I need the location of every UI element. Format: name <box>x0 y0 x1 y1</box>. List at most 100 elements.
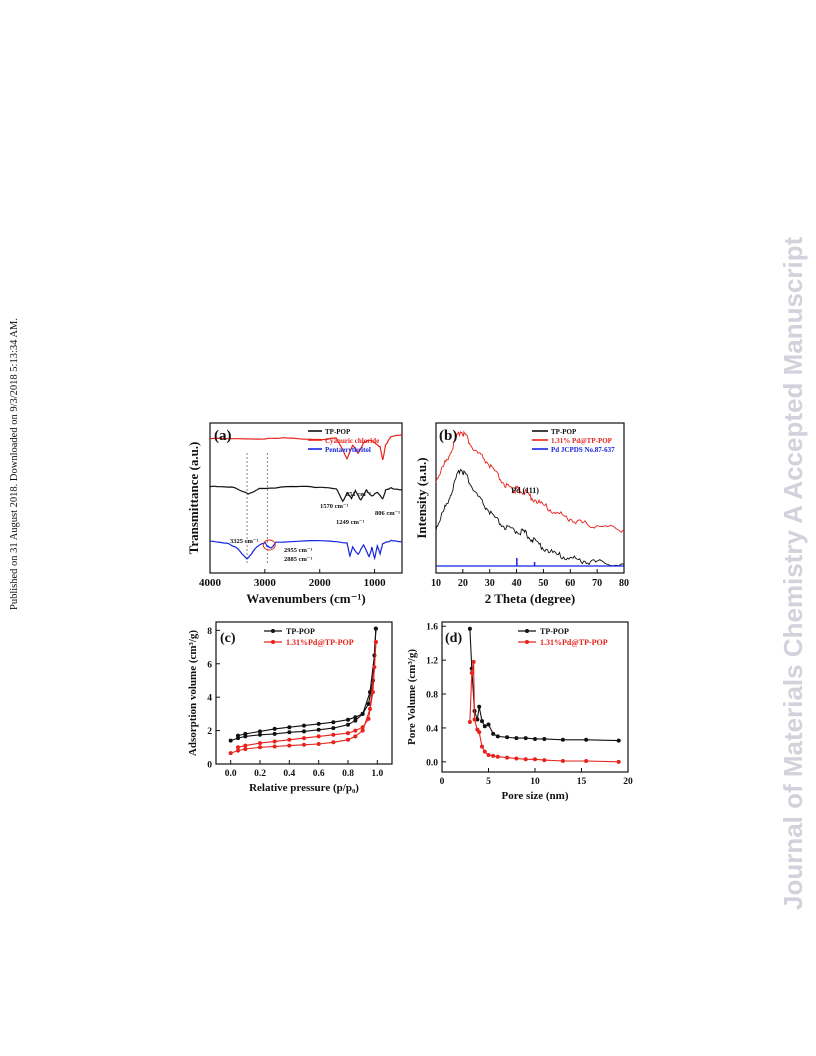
plot-frame <box>215 621 393 765</box>
data-point <box>514 736 519 741</box>
data-point <box>542 736 547 741</box>
figure-panel-b: 10 20 30 40 50 60 70 80 2 Theta (degree) Intensit… <box>412 418 636 610</box>
y-tick-label: 2 <box>207 727 212 737</box>
peak-annotation: Pd (111) <box>511 486 539 495</box>
data-point <box>272 739 277 744</box>
data-point <box>373 640 378 645</box>
data-point <box>243 743 248 748</box>
data-point <box>316 741 321 746</box>
y-tick-label: 1.2 <box>426 657 438 667</box>
y-axis-label: Pore Volume (cm³/g) <box>406 649 418 745</box>
legend-marker <box>525 640 529 644</box>
legend-label: TP-POP <box>325 428 351 436</box>
data-point <box>491 731 496 736</box>
data-point <box>258 741 262 746</box>
x-tick-label: 10 <box>530 777 540 787</box>
x-axis-label: Pore size (nm) <box>502 790 569 802</box>
series-line-1 <box>435 430 625 533</box>
x-tick-label: 2000 <box>309 577 332 589</box>
x-tick-label: 4000 <box>199 577 222 589</box>
y-axis-label: Adsorption volume (cm³/g) <box>187 630 199 756</box>
data-point <box>542 758 547 763</box>
peak-annotation: 3325 cm⁻¹ <box>230 538 258 545</box>
data-point <box>475 717 480 722</box>
peak-annotation: 851 cm⁻¹ <box>346 491 371 498</box>
data-point <box>523 736 528 741</box>
data-point <box>258 732 262 737</box>
peak-annotation: 1249 cm⁻¹ <box>336 519 364 526</box>
data-point <box>373 626 378 631</box>
data-point <box>287 737 292 742</box>
data-point <box>533 757 537 762</box>
figure-panel-c: 0.0 0.2 0.4 0.6 0.8 1.0 0 2 4 6 8 Relative pressure… <box>180 614 412 804</box>
data-point <box>469 670 474 675</box>
data-point <box>272 744 277 749</box>
data-point <box>331 720 336 725</box>
x-tick-label: 0.4 <box>283 769 295 779</box>
y-tick-label: 4 <box>207 694 212 704</box>
data-point <box>331 740 336 745</box>
data-point <box>584 737 589 742</box>
data-point <box>533 736 537 741</box>
legend-marker <box>525 629 529 633</box>
data-point <box>472 717 477 722</box>
data-point <box>467 720 472 724</box>
panel-label: (b) <box>439 428 457 444</box>
y-tick-label: 6 <box>207 660 212 670</box>
data-point <box>272 726 277 731</box>
x-tick-label: 80 <box>619 578 629 589</box>
data-point <box>560 758 565 763</box>
y-tick-label: 0.0 <box>426 758 438 768</box>
x-tick-label: 0.2 <box>254 769 266 779</box>
data-point <box>471 659 476 664</box>
panel-label: (a) <box>214 428 232 444</box>
data-point <box>258 729 262 734</box>
data-point <box>584 758 589 763</box>
data-point <box>482 749 487 754</box>
data-point <box>505 735 510 740</box>
panel-label: (d) <box>445 631 462 646</box>
x-tick-label: 0.0 <box>225 769 237 779</box>
x-tick-label: 50 <box>538 578 548 589</box>
legend-label: Cyanuric chloride <box>325 437 379 445</box>
peak-circle <box>262 539 276 551</box>
series-line-0 <box>209 485 403 503</box>
data-point <box>514 756 519 761</box>
y-tick-label: 0.8 <box>426 691 438 701</box>
x-tick-label: 0.8 <box>342 769 354 779</box>
x-tick-label: 60 <box>565 578 575 589</box>
data-point <box>491 753 496 758</box>
y-tick-label: 0 <box>207 761 212 771</box>
data-point <box>560 737 565 742</box>
x-tick-label: 10 <box>431 578 441 589</box>
y-tick-label: 8 <box>207 627 212 637</box>
legend-label: TP-POP <box>286 627 315 636</box>
data-point <box>346 737 350 742</box>
data-point <box>505 755 510 760</box>
x-tick-label: 1.0 <box>371 769 383 779</box>
legend-label: 1.31%Pd@TP-POP <box>286 638 354 647</box>
plot-frame <box>209 422 403 574</box>
x-axis-label: Relative pressure (p/p₀) <box>249 782 359 794</box>
legend-label: TP-POP <box>551 428 577 436</box>
data-point <box>346 722 350 727</box>
series-line-1 <box>469 661 619 763</box>
data-point <box>353 718 358 723</box>
y-axis-label: Transmittance (a.u.) <box>186 442 201 555</box>
data-point <box>495 754 500 759</box>
x-tick-label: 30 <box>485 578 495 589</box>
data-point <box>346 717 350 722</box>
x-tick-label: 0 <box>440 777 445 787</box>
xrd-chart: 10 20 30 40 50 60 70 80 2 Theta (degree) Intensit… <box>414 422 629 606</box>
peak-annotation: 806 cm⁻¹ <box>375 510 400 517</box>
data-point <box>302 729 306 734</box>
y-tick-label: 0.4 <box>426 724 438 734</box>
data-point <box>331 726 336 731</box>
pore-size-chart: 0 5 10 15 20 0.0 0.4 0.8 1.2 1.6 Pore size (nm) Por… <box>406 621 633 802</box>
ftir-chart: 4000 3000 2000 1000 Wavenumbers (cm⁻¹) Transm… <box>186 422 403 606</box>
y-tick-label: 1.6 <box>426 623 438 633</box>
data-point <box>302 723 306 728</box>
data-point <box>243 746 248 751</box>
data-point <box>353 715 358 720</box>
data-point <box>346 731 350 736</box>
